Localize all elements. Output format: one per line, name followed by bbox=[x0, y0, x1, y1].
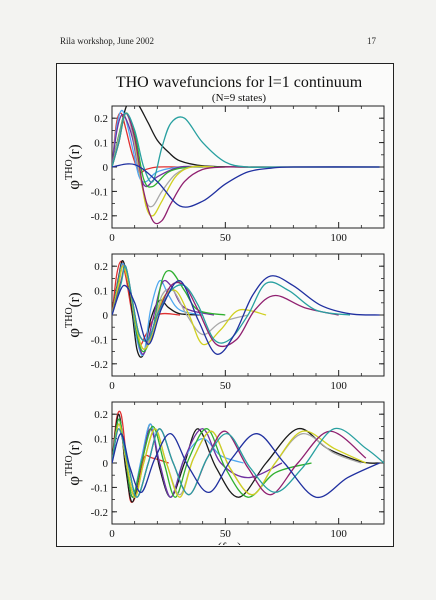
series-line-3 bbox=[112, 109, 203, 183]
x-tick-label: 50 bbox=[220, 232, 232, 244]
series-line-7 bbox=[112, 423, 367, 498]
series-group bbox=[112, 259, 380, 358]
y-tick-label: 0.2 bbox=[94, 113, 108, 125]
y-tick-label: 0.1 bbox=[94, 138, 108, 150]
y-tick-label: -0.2 bbox=[91, 507, 108, 519]
x-tick-label: 50 bbox=[220, 380, 232, 392]
y-axis-label: φTHO(r) bbox=[64, 440, 83, 485]
y-tick-label: 0.1 bbox=[94, 286, 108, 298]
y-tick-label: 0 bbox=[103, 458, 109, 470]
x-tick-label: 100 bbox=[330, 380, 347, 392]
series-group bbox=[112, 410, 384, 503]
panels-group: 0.20.10-0.1-0.20 50 100φTHO(r)0.20.10-0.1-… bbox=[64, 105, 385, 556]
y-tick-label: -0.2 bbox=[91, 211, 108, 223]
x-tick-label: 50 bbox=[220, 528, 232, 540]
series-line-10 bbox=[112, 163, 380, 208]
series-line-2 bbox=[112, 106, 380, 168]
x-tick-label: 0 bbox=[109, 528, 115, 540]
series-line-9 bbox=[112, 112, 380, 183]
x-tick-label: 100 bbox=[330, 528, 347, 540]
x-tick-label: 0 bbox=[109, 232, 115, 244]
series-group bbox=[112, 106, 380, 225]
header-left-text: Rila workshop, June 2002 bbox=[60, 36, 154, 46]
x-tick-label: 0 bbox=[109, 380, 115, 392]
series-line-10 bbox=[112, 275, 380, 355]
y-tick-label: -0.1 bbox=[91, 334, 108, 346]
y-axis-label: φTHO(r) bbox=[64, 144, 83, 189]
figure-subtitle: (N=9 states) bbox=[212, 92, 266, 104]
y-tick-label: 0 bbox=[103, 162, 109, 174]
y-tick-label: 0 bbox=[103, 310, 109, 322]
y-tick-label: 0.2 bbox=[94, 409, 108, 421]
page-number: 17 bbox=[367, 36, 376, 46]
y-tick-label: -0.1 bbox=[91, 186, 108, 198]
figure-svg: THO wavefuncions for l=1 continuum (N=9 … bbox=[64, 74, 385, 556]
figure-title: THO wavefuncions for l=1 continuum bbox=[116, 74, 363, 91]
y-axis-label: φTHO(r) bbox=[64, 292, 83, 337]
y-tick-label: 0.1 bbox=[94, 434, 108, 446]
y-tick-label: 0.2 bbox=[94, 261, 108, 273]
series-line-5 bbox=[112, 112, 226, 188]
series-line-4 bbox=[112, 113, 203, 188]
y-tick-label: -0.2 bbox=[91, 359, 108, 371]
x-tick-label: 100 bbox=[330, 232, 347, 244]
series-line-10 bbox=[112, 433, 380, 498]
series-line-9 bbox=[112, 427, 384, 498]
y-tick-label: -0.1 bbox=[91, 482, 108, 494]
figure-frame: THO wavefuncions for l=1 continuum (N=9 … bbox=[56, 63, 394, 556]
x-axis-label: r (fm) bbox=[209, 541, 242, 545]
